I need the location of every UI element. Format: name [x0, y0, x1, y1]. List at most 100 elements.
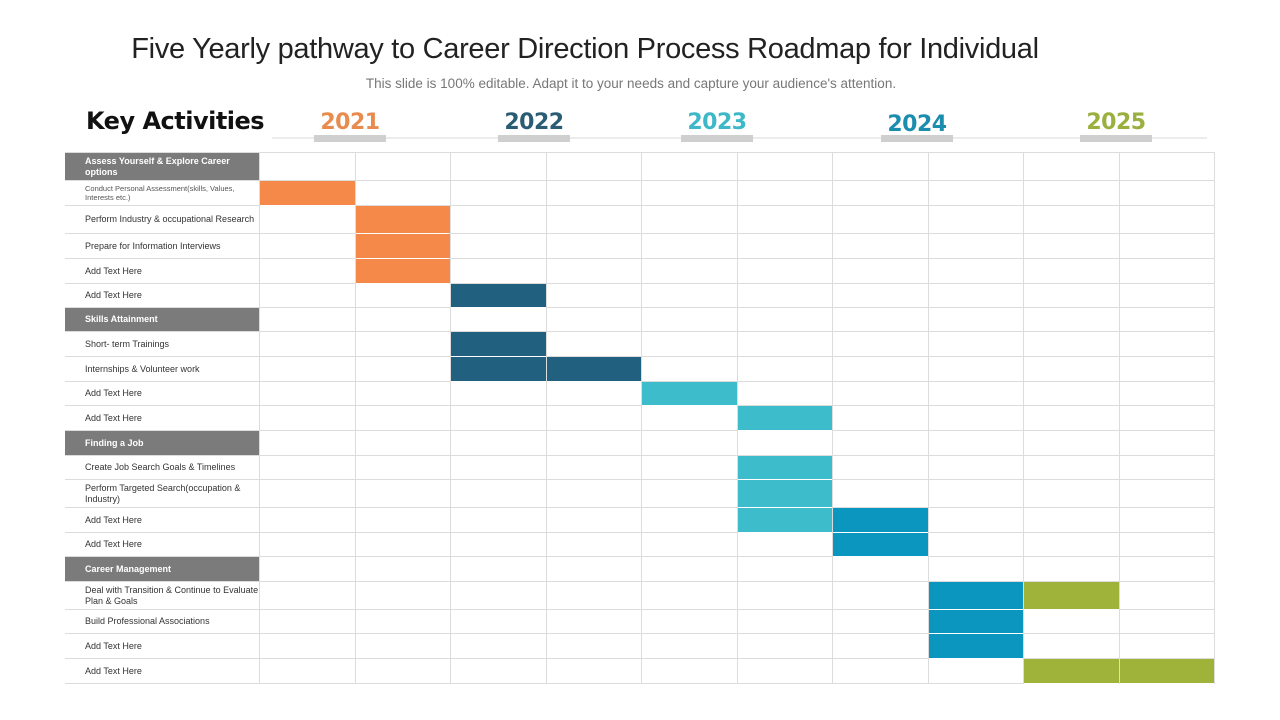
gantt-grid: Assess Yourself & Explore Career options…: [65, 153, 1215, 684]
grid-cell: [451, 357, 547, 382]
grid-cell: [738, 332, 833, 356]
grid-cell: [356, 610, 451, 633]
grid-cell: [546, 357, 642, 382]
task-row: Add Text Here: [65, 406, 1215, 431]
grid-cell: [642, 332, 738, 356]
grid-cell: [737, 456, 833, 480]
grid-cell: [260, 659, 356, 683]
grid-cell: [260, 406, 356, 430]
grid-cell: [642, 582, 738, 609]
grid-cell: [1120, 610, 1215, 633]
task-row: Internships & Volunteer work: [65, 357, 1215, 382]
gantt-bar-blue: [833, 508, 928, 533]
grid-cell: [738, 634, 833, 658]
grid-cell: [833, 480, 929, 507]
grid-cell: [451, 582, 547, 609]
task-row: Add Text Here: [65, 659, 1215, 684]
grid-cell: [642, 284, 738, 307]
slide-title: Five Yearly pathway to Career Direction …: [131, 33, 1039, 65]
grid-cell: [1120, 431, 1215, 455]
gantt-bar-dark-teal: [546, 357, 641, 382]
grid-cell: [1120, 634, 1215, 658]
grid-cell: [738, 153, 833, 180]
grid-cell: [451, 284, 547, 308]
grid-cell: [1024, 634, 1120, 658]
year-label-2021: 2021: [320, 110, 380, 135]
grid-cell: [738, 431, 833, 455]
grid-cell: [451, 557, 547, 581]
grid-cell: [1120, 382, 1215, 405]
task-label: Add Text Here: [65, 634, 260, 658]
grid-cell: [260, 557, 356, 581]
grid-cell: [833, 153, 929, 180]
grid-cell: [451, 431, 547, 455]
section-row: Skills Attainment: [65, 308, 1215, 332]
grid-cell: [1024, 610, 1120, 633]
task-label: Add Text Here: [65, 508, 260, 532]
grid-cell: [929, 308, 1024, 331]
grid-cell: [833, 181, 929, 205]
year-underline-bar: [881, 135, 953, 142]
grid-cell: [547, 234, 642, 258]
gantt-bar-light-teal: [737, 508, 832, 533]
grid-cell: [1024, 431, 1120, 455]
task-row: Add Text Here: [65, 508, 1215, 533]
grid-cell: [928, 634, 1024, 659]
grid-cell: [833, 634, 929, 658]
grid-cell: [260, 456, 356, 479]
grid-cell: [547, 533, 642, 556]
task-label: Add Text Here: [65, 533, 260, 556]
task-label: Create Job Search Goals & Timelines: [65, 456, 260, 479]
grid-cell: [642, 181, 738, 205]
grid-cell: [1120, 153, 1215, 180]
section-label: Skills Attainment: [65, 308, 260, 331]
grid-cell: [929, 206, 1024, 233]
grid-cell: [1024, 456, 1120, 479]
grid-cell: [833, 508, 929, 533]
grid-cell: [929, 659, 1024, 683]
grid-cell: [1120, 480, 1215, 507]
grid-cell: [547, 659, 642, 683]
grid-cell: [642, 508, 738, 532]
grid-cell: [1024, 206, 1120, 233]
gantt-bar-green: [1119, 659, 1214, 684]
grid-cell: [260, 234, 356, 258]
year-underline-bar: [314, 135, 386, 142]
grid-cell: [547, 332, 642, 356]
gantt-bar-light-teal: [737, 480, 832, 508]
task-label: Deal with Transition & Continue to Evalu…: [65, 582, 260, 609]
grid-cell: [355, 259, 451, 284]
grid-cell: [547, 456, 642, 479]
grid-cell: [547, 206, 642, 233]
gantt-bar-light-teal: [737, 406, 832, 431]
grid-cell: [1120, 332, 1215, 356]
task-label: Conduct Personal Assessment(skills, Valu…: [65, 181, 260, 205]
grid-cell: [929, 406, 1024, 430]
grid-cell: [260, 357, 356, 381]
grid-cell: [833, 431, 929, 455]
gantt-bar-orange: [355, 234, 450, 259]
grid-cell: [260, 533, 356, 556]
grid-cell: [738, 181, 833, 205]
grid-cell: [260, 582, 356, 609]
grid-cell: [547, 508, 642, 532]
grid-cell: [642, 153, 738, 180]
gantt-bar-orange: [260, 181, 355, 206]
grid-cell: [260, 181, 356, 206]
grid-cell: [642, 610, 738, 633]
task-row: Add Text Here: [65, 382, 1215, 406]
gantt-bar-blue: [833, 533, 928, 557]
grid-cell: [260, 259, 356, 283]
grid-cell: [738, 206, 833, 233]
grid-cell: [1120, 456, 1215, 479]
grid-cell: [642, 533, 738, 556]
grid-cell: [547, 308, 642, 331]
grid-cell: [738, 259, 833, 283]
gantt-bar-dark-teal: [451, 284, 546, 308]
grid-cell: [1024, 153, 1120, 180]
grid-cell: [1024, 308, 1120, 331]
grid-cell: [642, 659, 738, 683]
grid-cell: [356, 480, 451, 507]
grid-cell: [260, 284, 356, 307]
grid-cell: [260, 308, 356, 331]
